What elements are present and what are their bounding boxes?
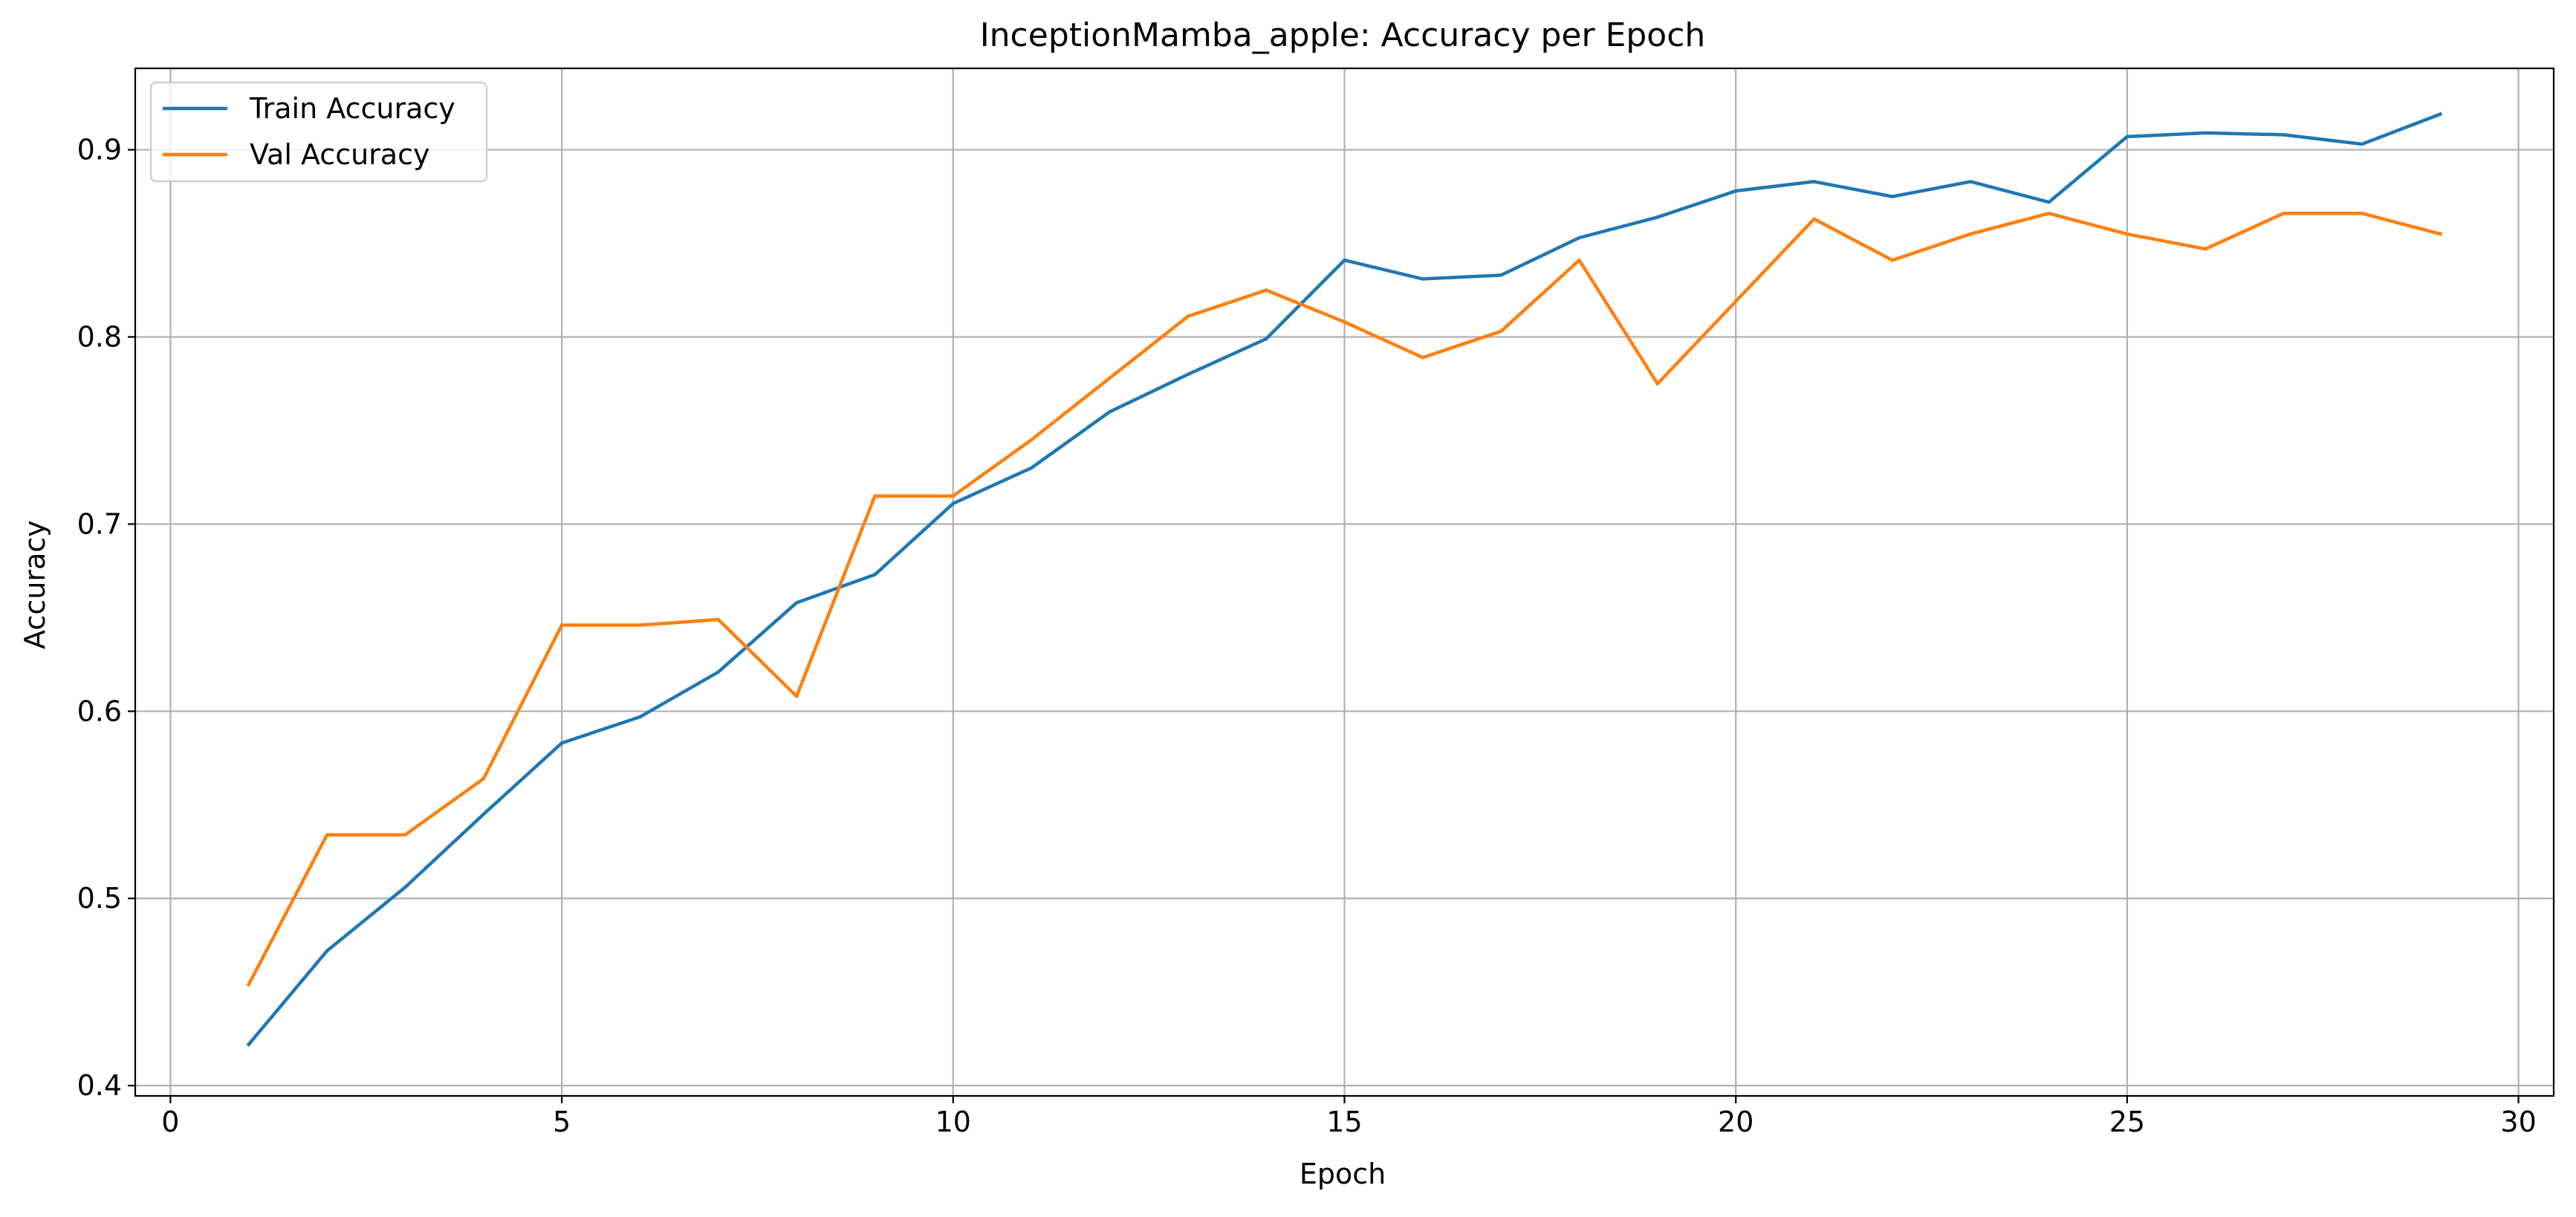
data-point-val-accuracy	[247, 982, 250, 987]
data-point-val-accuracy	[2360, 211, 2364, 215]
data-point-train-accuracy	[1343, 258, 1346, 262]
data-point-train-accuracy	[1264, 337, 1268, 341]
y-tick-label: 0.6	[77, 695, 122, 727]
x-tick-label: 25	[2109, 1106, 2145, 1138]
legend: Train Accuracy Val Accuracy	[149, 81, 488, 183]
data-point-val-accuracy	[716, 617, 721, 622]
data-point-val-accuracy	[1186, 314, 1190, 319]
data-point-val-accuracy	[873, 494, 877, 498]
data-point-train-accuracy	[403, 885, 407, 889]
data-point-train-accuracy	[247, 1042, 250, 1046]
data-point-val-accuracy	[638, 623, 642, 627]
data-point-train-accuracy	[1108, 410, 1112, 414]
grid-lines	[135, 68, 2554, 1096]
axis-ticks: 0 5 10 15 20 25 30 0.4 0.5 0.6 0.7 0.8 0.9	[77, 134, 2537, 1138]
legend-box	[149, 81, 488, 183]
chart-title: InceptionMamba_apple: Accuracy per Epoch	[980, 16, 1706, 54]
legend-label-val: Val Accuracy	[250, 138, 429, 171]
data-point-val-accuracy	[794, 694, 799, 698]
data-point-train-accuracy	[325, 949, 329, 953]
legend-label-train: Train Accuracy	[249, 92, 455, 125]
data-point-val-accuracy	[1421, 355, 1425, 360]
data-point-val-accuracy	[1499, 329, 1503, 334]
data-point-val-accuracy	[1733, 299, 1738, 303]
data-point-val-accuracy	[951, 494, 956, 498]
y-axis-label: Accuracy	[19, 520, 51, 649]
data-point-train-accuracy	[1733, 189, 1738, 193]
data-point-train-accuracy	[794, 600, 799, 605]
data-point-val-accuracy	[559, 623, 564, 627]
data-point-val-accuracy	[1343, 320, 1346, 324]
x-tick-label: 20	[1718, 1106, 1753, 1138]
data-point-train-accuracy	[2125, 134, 2129, 139]
data-point-val-accuracy	[1577, 258, 1581, 262]
data-point-train-accuracy	[2282, 133, 2285, 137]
data-point-val-accuracy	[1655, 382, 1660, 386]
data-point-val-accuracy	[1812, 217, 1816, 221]
x-tick-label: 30	[2500, 1106, 2536, 1138]
y-tick-label: 0.7	[77, 507, 122, 540]
data-point-val-accuracy	[1029, 438, 1034, 442]
data-point-val-accuracy	[1890, 258, 1895, 262]
data-point-train-accuracy	[481, 812, 486, 817]
data-point-val-accuracy	[2439, 232, 2442, 236]
data-point-val-accuracy	[1108, 376, 1112, 380]
data-point-val-accuracy	[325, 833, 329, 837]
data-point-train-accuracy	[873, 573, 877, 577]
data-point-train-accuracy	[638, 715, 642, 719]
data-point-train-accuracy	[2047, 200, 2051, 204]
data-point-val-accuracy	[2125, 232, 2129, 236]
y-tick-label: 0.5	[77, 882, 122, 915]
data-point-train-accuracy	[1890, 195, 1895, 198]
data-point-train-accuracy	[1499, 273, 1503, 277]
y-tick-label: 0.4	[77, 1069, 122, 1102]
data-point-train-accuracy	[2439, 112, 2442, 116]
x-tick-label: 0	[161, 1106, 179, 1138]
data-point-train-accuracy	[1968, 180, 1973, 184]
data-point-val-accuracy	[2282, 211, 2285, 215]
y-tick-label: 0.8	[77, 320, 122, 353]
series-lines	[246, 111, 2443, 1047]
data-point-val-accuracy	[481, 776, 486, 781]
data-point-train-accuracy	[1029, 466, 1034, 470]
data-point-train-accuracy	[951, 502, 956, 505]
data-point-train-accuracy	[2203, 131, 2207, 135]
x-tick-label: 15	[1326, 1106, 1362, 1138]
data-point-train-accuracy	[2360, 142, 2364, 146]
data-point-train-accuracy	[1655, 215, 1660, 219]
data-point-train-accuracy	[1421, 277, 1425, 281]
data-point-train-accuracy	[716, 670, 721, 674]
data-point-val-accuracy	[1968, 232, 1973, 236]
data-point-train-accuracy	[1186, 372, 1190, 377]
data-point-val-accuracy	[1264, 288, 1268, 292]
data-point-train-accuracy	[1812, 180, 1816, 184]
data-point-train-accuracy	[1577, 236, 1581, 240]
y-tick-label: 0.9	[77, 134, 122, 166]
data-point-train-accuracy	[559, 741, 564, 745]
x-tick-label: 5	[553, 1106, 571, 1138]
data-point-val-accuracy	[403, 833, 407, 837]
data-point-val-accuracy	[2203, 247, 2207, 251]
x-axis-label: Epoch	[1300, 1158, 1386, 1190]
x-tick-label: 10	[935, 1106, 971, 1138]
data-point-val-accuracy	[2047, 211, 2051, 215]
